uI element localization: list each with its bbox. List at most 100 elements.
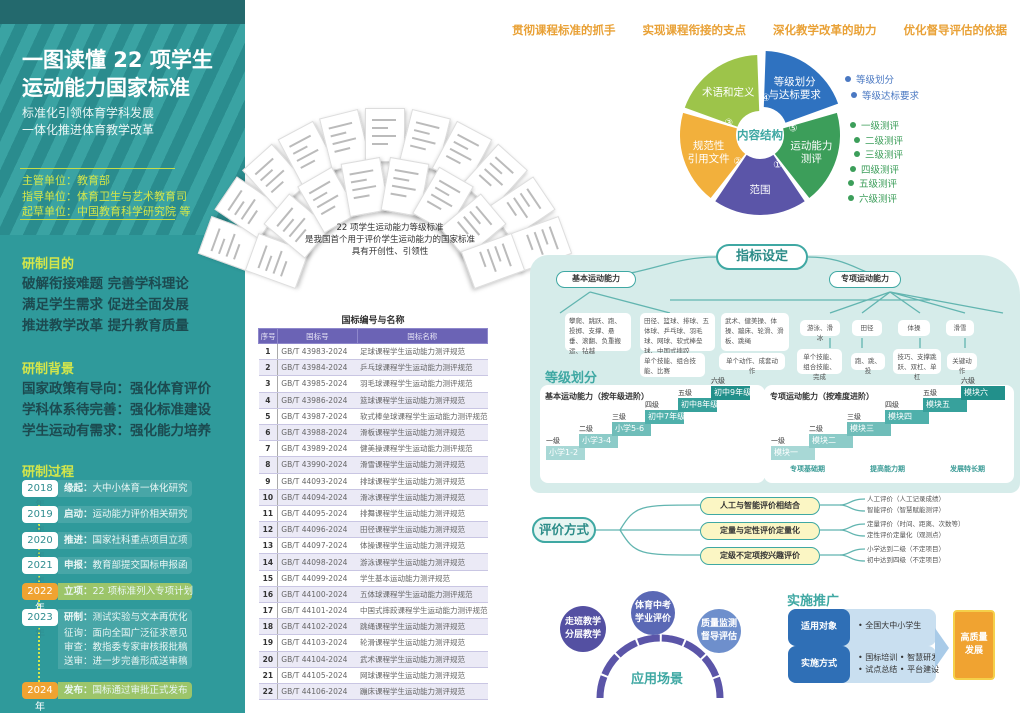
standard-name: 足球课程学生运动能力测评规范 bbox=[357, 343, 488, 361]
top-band bbox=[0, 0, 245, 24]
main-title-line-1: 一图读懂 22 项学生 bbox=[22, 48, 213, 72]
column-header: 国标名称 bbox=[356, 328, 488, 344]
table-row: 13 GB/T 44097-2024 体操课程学生运动能力测评规范 bbox=[258, 537, 488, 555]
pie-segment-number: ① bbox=[773, 160, 782, 171]
left-panel: 一图读懂 22 项学生 运动能力国家标准 标准化引领体育学科发展 一体化推进体育… bbox=[0, 0, 245, 713]
pie-center-label: 内容结构 bbox=[737, 128, 783, 142]
caption-line: 具有开创性、引领性 bbox=[351, 247, 429, 257]
standard-code: GB/T 43989-2024 bbox=[277, 440, 357, 458]
purpose-item: 深化教学改革的助力 bbox=[773, 23, 877, 37]
event-label: 发布： bbox=[64, 685, 93, 696]
grade-step: 初中7年级 bbox=[645, 410, 685, 424]
table-row: 16 GB/T 44100-2024 五体球课程学生运动能力测评规范 bbox=[258, 586, 488, 604]
scenario-arc bbox=[596, 634, 724, 699]
evaluation-method: 定量与定性评价定量化 bbox=[700, 522, 820, 540]
table-row: 9 GB/T 44093-2024 排球课程学生运动能力测评规范 bbox=[258, 473, 488, 490]
process-heading: 研制过程 bbox=[22, 465, 75, 480]
evaluation-method: 人工与智能评价相结合 bbox=[700, 497, 820, 515]
grading-item: 等级达标要求 bbox=[851, 88, 919, 102]
event-label: 启动： bbox=[64, 509, 93, 520]
event-text: 大中小体育一体化研究 bbox=[92, 483, 188, 494]
indicator-title: 指标设定 bbox=[716, 244, 808, 270]
test-item: 五级测评 bbox=[848, 178, 903, 193]
year-badge: 2019 年 bbox=[22, 506, 58, 537]
grading-title: 等级划分 bbox=[545, 371, 598, 386]
standard-code: GB/T 44103-2024 bbox=[277, 634, 357, 652]
basic-ability-node: 基本运动能力 bbox=[556, 271, 636, 288]
event-text: 测试实验与文本再优化 bbox=[92, 612, 188, 623]
standard-document-image bbox=[365, 108, 405, 162]
purpose-line: 满足学生需求 促进全面发展 bbox=[22, 297, 189, 313]
standard-code: GB/T 44105-2024 bbox=[277, 667, 357, 684]
standard-name: 中国式摔跤课程学生运动能力测评规范 bbox=[357, 602, 488, 620]
scenario-title: 应用场景 bbox=[631, 672, 684, 687]
evaluation-detail: 定量评价（时间、距离、次数等） bbox=[867, 520, 965, 528]
pie-segment-label: 引用文件 bbox=[688, 152, 730, 165]
special-box: 游泳、滑冰 bbox=[800, 320, 840, 342]
special-grading-title: 专项运动能力（按难度进阶） bbox=[770, 392, 874, 401]
grade-step: 模块五 bbox=[923, 398, 967, 412]
table-row: 3 GB/T 43985-2024 羽毛球课程学生运动能力测评规范 bbox=[258, 375, 488, 393]
standard-code: GB/T 44098-2024 bbox=[277, 553, 357, 571]
level-label: 一级 bbox=[771, 437, 785, 445]
standard-code: GB/T 44095-2024 bbox=[277, 505, 357, 523]
standard-code: GB/T 43988-2024 bbox=[277, 424, 357, 442]
promotion-row-label: 适用对象 bbox=[788, 609, 850, 646]
row-number: 19 bbox=[258, 634, 279, 652]
table-row: 10 GB/T 44094-2024 滑冰课程学生运动能力测评规范 bbox=[258, 489, 488, 506]
row-number: 22 bbox=[258, 683, 279, 701]
pie-segment-label: 等级划分 bbox=[774, 75, 816, 88]
standard-name: 学生基本运动能力测评规范 bbox=[357, 570, 488, 587]
grading-item: 等级划分 bbox=[845, 72, 919, 86]
standard-code: GB/T 43985-2024 bbox=[277, 375, 357, 393]
level-label: 四级 bbox=[885, 401, 899, 409]
standard-name: 游泳课程学生运动能力测评规范 bbox=[357, 553, 488, 571]
event-label: 立项： bbox=[64, 586, 93, 597]
purpose-line: 推进教学改革 提升教育质量 bbox=[22, 318, 189, 334]
test-item: 四级测评 bbox=[850, 164, 903, 179]
level-label: 六级 bbox=[961, 377, 975, 385]
year-badge: 2021 年 bbox=[22, 557, 58, 588]
standard-code: GB/T 44100-2024 bbox=[277, 586, 357, 604]
standard-name: 排舞课程学生运动能力测评规范 bbox=[357, 505, 488, 523]
timeline-sub-event: 审查：教指委专家审核报批稿 bbox=[64, 642, 188, 653]
table-row: 17 GB/T 44101-2024 中国式摔跤课程学生运动能力测评规范 bbox=[258, 602, 488, 620]
standard-code: GB/T 44097-2024 bbox=[277, 537, 357, 555]
event-label: 研制： bbox=[64, 612, 93, 623]
evaluation-detail: 智能评价（智慧赋能测评） bbox=[867, 506, 945, 514]
special-sub-box: 技巧、支撑跳跃、双杠、单杠 bbox=[893, 349, 941, 381]
row-number: 14 bbox=[258, 553, 279, 571]
column-header: 序号 bbox=[257, 328, 279, 344]
background-heading: 研制背景 bbox=[22, 362, 75, 377]
standard-name: 羽毛球课程学生运动能力测评规范 bbox=[357, 375, 488, 393]
level-label: 二级 bbox=[579, 425, 593, 433]
purpose-banner: 贯彻课程标准的抓手 实现课程衔接的支点 深化教学改革的助力 优化督导评估的依据 bbox=[512, 22, 1012, 38]
standard-name: 排球课程学生运动能力测评规范 bbox=[357, 473, 488, 490]
evaluation-method: 定级不定项按兴趣评价 bbox=[700, 547, 820, 565]
row-number: 15 bbox=[258, 570, 279, 587]
evaluation-detail: 小学达到二级（不定项目） bbox=[867, 545, 945, 553]
standard-name: 滑雪课程学生运动能力测评规范 bbox=[357, 456, 488, 474]
pie-segment-number: ⑤ bbox=[789, 123, 798, 134]
evaluation-detail: 初中达到四级（不定项目） bbox=[867, 556, 945, 564]
standard-name: 田径课程学生运动能力测评规范 bbox=[357, 521, 488, 539]
pie-segment-label: 范围 bbox=[750, 183, 771, 196]
row-number: 1 bbox=[258, 343, 279, 361]
standard-code: GB/T 44099-2024 bbox=[277, 570, 357, 587]
event-text: 国家社科重点项目立项 bbox=[92, 535, 188, 546]
basic-box: 攀爬、跳跃、跑、投掷、支撑、悬垂、滚翻、负重搬运、钻越 bbox=[565, 313, 631, 355]
standard-name: 软式棒垒球课程学生运动能力测评规范 bbox=[357, 408, 488, 425]
table-row: 7 GB/T 43989-2024 健美操课程学生运动能力测评规范 bbox=[258, 440, 488, 458]
standards-caption: 22 项学生运动能力等级标准 是我国首个用于评价学生运动能力的国家标准 具有开创… bbox=[300, 222, 480, 258]
test-list: 一级测评 二级测评 三级测评 四级测评 五级测评 六级测评 bbox=[848, 120, 903, 207]
org-supervisor: 主管单位：教育部 bbox=[22, 174, 110, 187]
event-label: 推进： bbox=[64, 535, 93, 546]
org-guide: 指导单位：体育卫生与艺术教育司 bbox=[22, 190, 187, 203]
standard-name: 体操课程学生运动能力测评规范 bbox=[357, 537, 488, 555]
table-row: 1 GB/T 43983-2024 足球课程学生运动能力测评规范 bbox=[258, 343, 488, 361]
basic-box: 武术、健美操、体操、蹦床、轮滑、滑板、跳绳 bbox=[721, 313, 789, 351]
evaluation-title: 评价方式 bbox=[532, 517, 596, 543]
year-badge: 2024 年 bbox=[22, 682, 58, 713]
indicator-tree-lines bbox=[559, 256, 1004, 348]
basic-sub-box: 单个技能、组合技能、比赛 bbox=[640, 353, 705, 377]
